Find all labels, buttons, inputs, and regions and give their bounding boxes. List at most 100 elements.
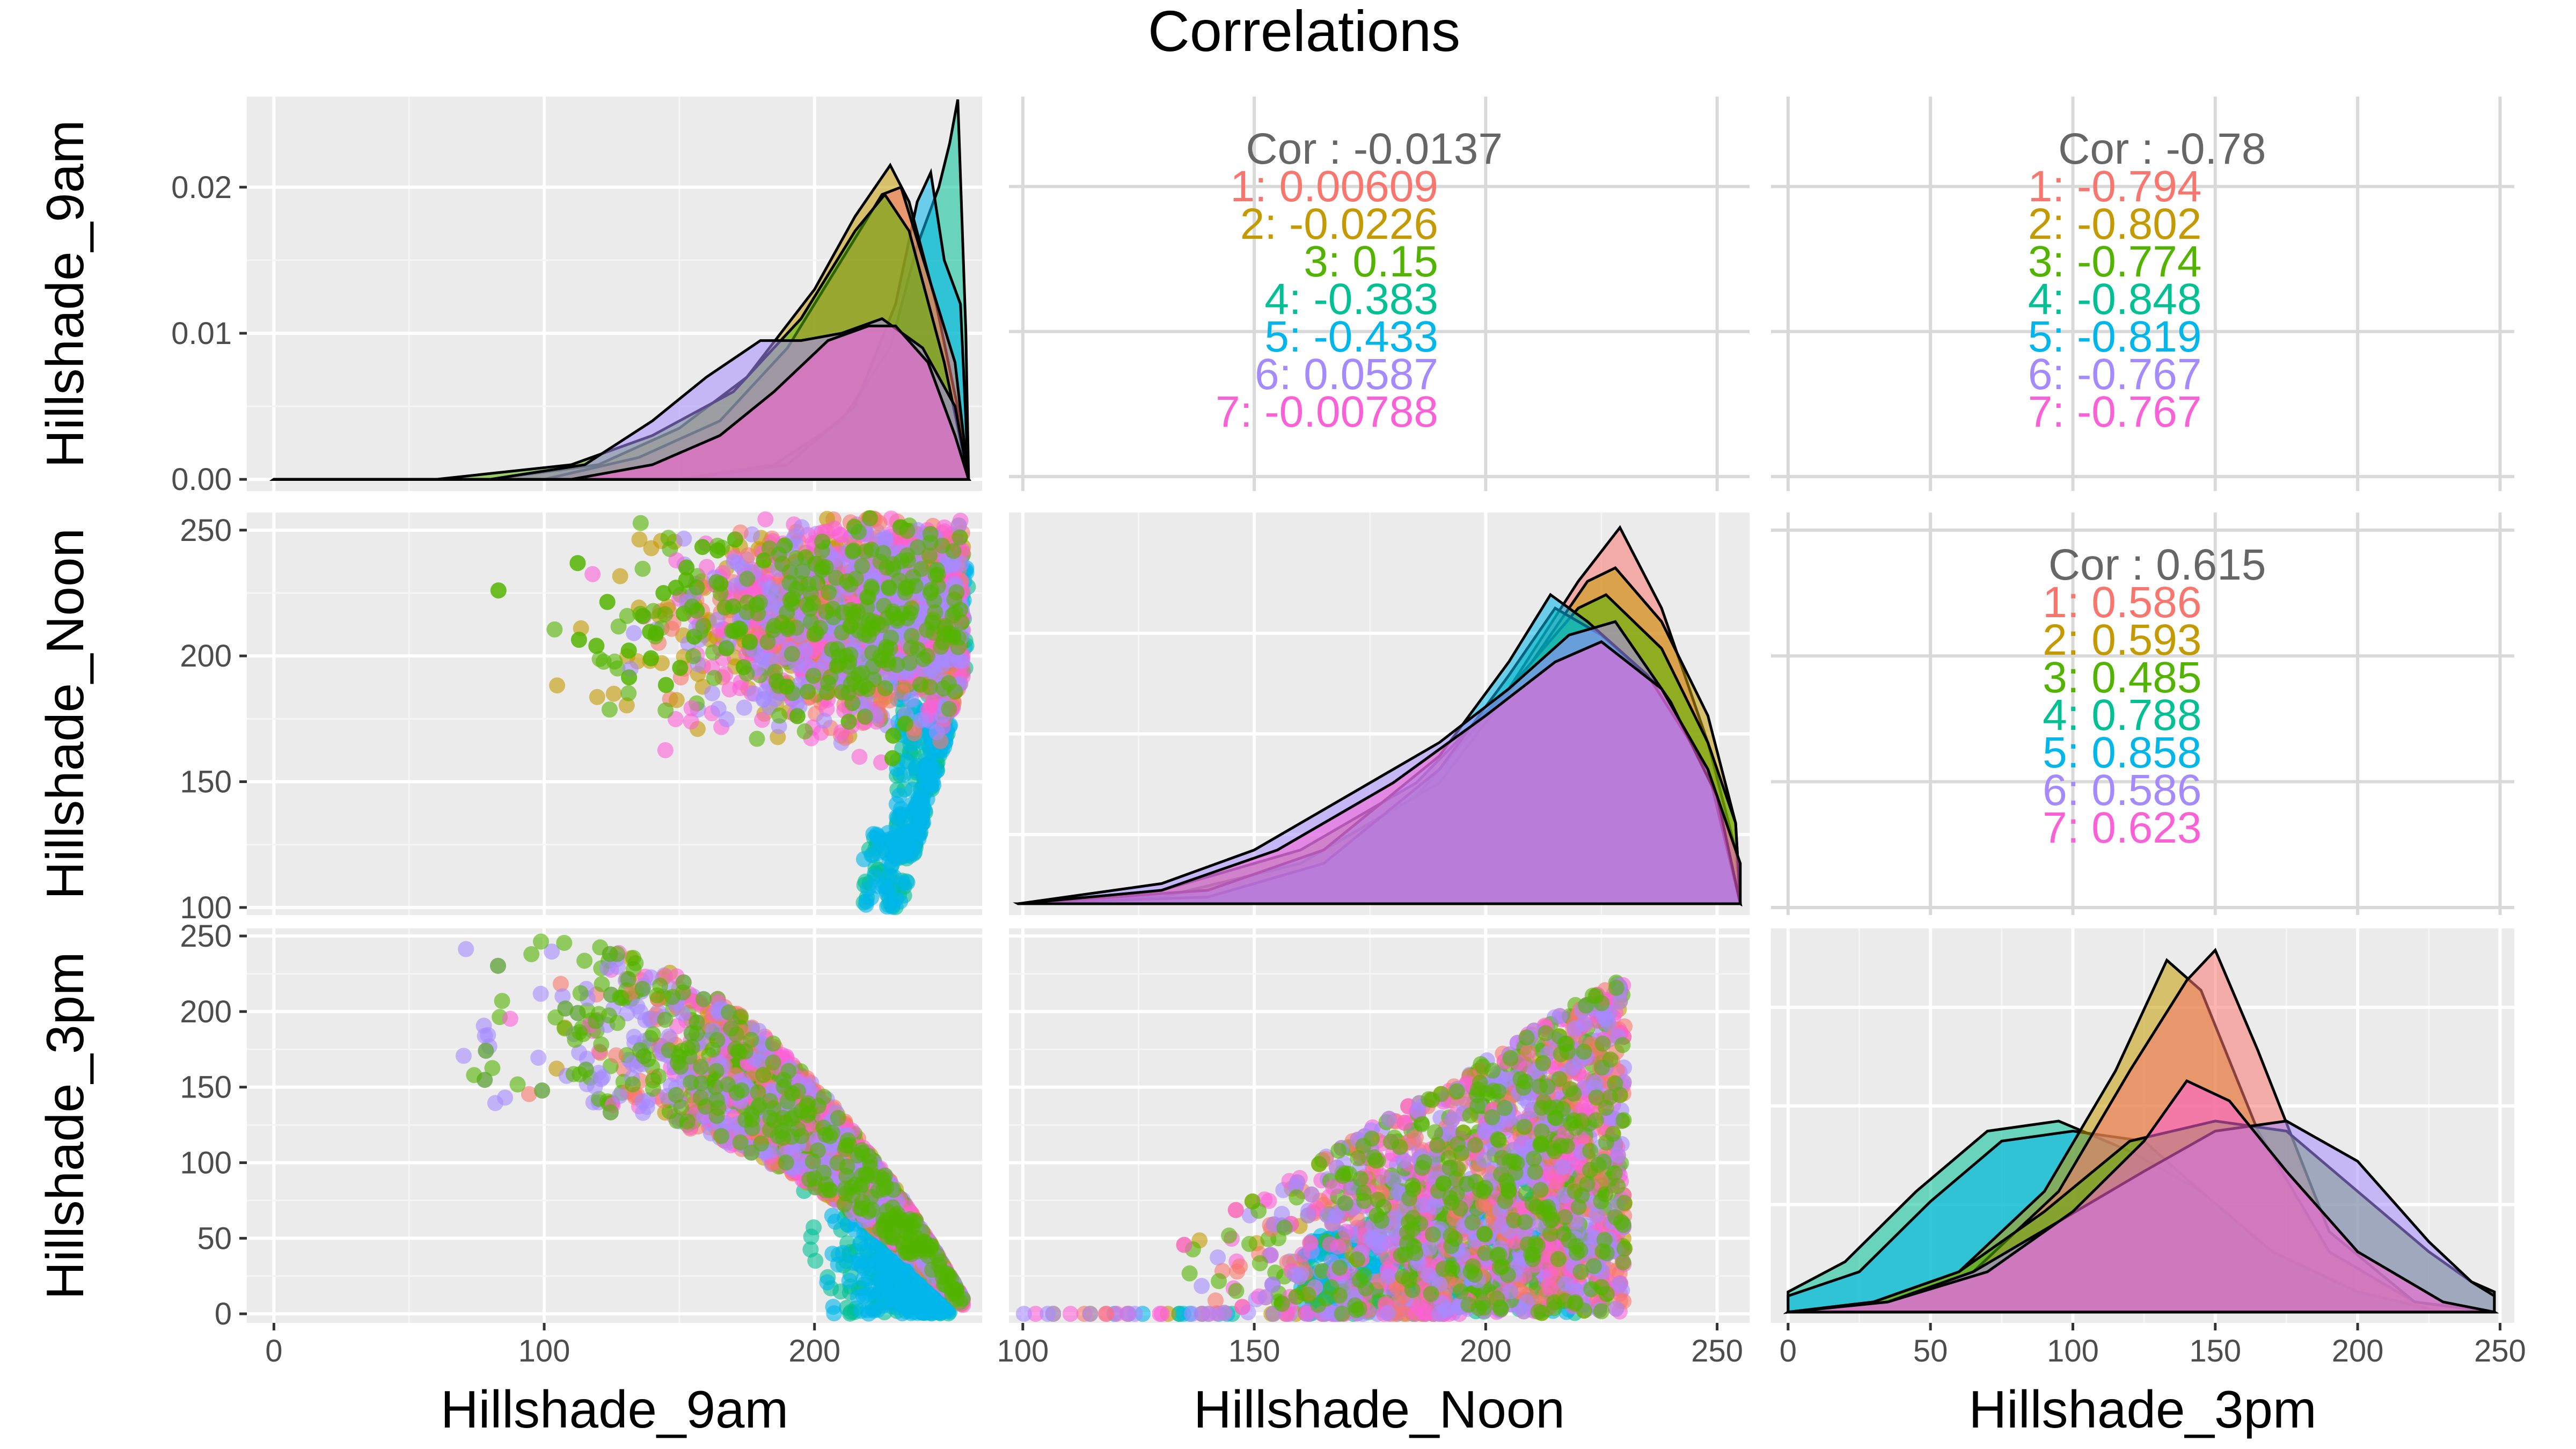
- y-tick-label: 0.02: [171, 170, 232, 205]
- point-group-3: [789, 708, 806, 724]
- point-group-3: [725, 598, 741, 615]
- point-group-3: [742, 633, 758, 650]
- point-group-5: [889, 822, 905, 839]
- point-group-3: [876, 597, 892, 614]
- point-group-6: [626, 625, 642, 641]
- point-group-3: [835, 604, 851, 621]
- point-group-6: [726, 553, 742, 570]
- point-group-3: [718, 640, 735, 656]
- point-group-3: [814, 533, 831, 550]
- point-group-4: [807, 1253, 824, 1269]
- density-curve-group-7: [269, 324, 972, 481]
- point-group-6: [676, 530, 692, 547]
- point-group-3: [769, 673, 785, 690]
- point-group-3: [620, 685, 637, 701]
- point-group-3: [897, 580, 914, 597]
- point-group-3: [771, 546, 787, 563]
- point-group-3: [800, 683, 816, 700]
- point-group-6: [704, 685, 721, 701]
- correlation-group-4: 4: -0.848: [2028, 275, 2202, 324]
- point-group-3: [851, 667, 867, 683]
- correlation-overall: Cor : -0.78: [2058, 125, 2266, 173]
- point-group-3: [685, 648, 701, 664]
- point-group-5: [915, 799, 932, 816]
- point-group-6: [816, 712, 832, 729]
- point-group-3: [864, 645, 881, 661]
- point-group-7: [851, 749, 868, 765]
- point-group-3: [686, 628, 702, 645]
- y-tick-label: 150: [180, 765, 232, 800]
- point-group-3: [620, 642, 637, 659]
- point-group-3: [952, 529, 968, 546]
- point-group-2: [668, 692, 685, 708]
- point-group-5: [856, 1240, 873, 1257]
- point-group-5: [879, 1266, 895, 1283]
- point-group-3: [546, 621, 563, 638]
- point-group-1: [608, 1047, 625, 1064]
- point-group-3: [805, 668, 822, 684]
- point-group-3: [878, 639, 895, 655]
- point-group-3: [947, 683, 963, 700]
- point-group-3: [821, 584, 837, 601]
- point-group-3: [632, 515, 649, 531]
- point-group-3: [771, 707, 788, 724]
- point-group-5: [860, 1305, 877, 1322]
- point-group-3: [735, 659, 752, 676]
- correlation-group-2: 2: -0.802: [2028, 200, 2202, 248]
- point-group-3: [634, 560, 651, 577]
- point-group-5: [892, 801, 909, 817]
- point-group-3: [840, 684, 857, 701]
- point-group-3: [874, 617, 890, 633]
- point-group-3: [569, 555, 586, 572]
- point-group-3: [739, 570, 756, 587]
- point-group-6: [903, 691, 919, 708]
- point-group-3: [490, 582, 507, 599]
- point-group-3: [657, 606, 674, 623]
- point-group-3: [850, 524, 867, 540]
- point-group-4: [803, 1228, 819, 1245]
- point-group-3: [588, 638, 605, 654]
- point-group-3: [903, 627, 920, 644]
- point-group-7: [683, 713, 699, 730]
- point-group-3: [609, 660, 626, 677]
- point-group-3: [815, 559, 831, 575]
- point-group-5: [858, 1287, 874, 1304]
- point-group-3: [599, 594, 616, 610]
- point-group-2: [631, 531, 648, 548]
- point-group-3: [889, 610, 906, 627]
- point-group-5: [835, 1245, 851, 1261]
- point-group-3: [930, 578, 946, 595]
- point-group-3: [857, 708, 873, 725]
- point-group-5: [871, 836, 888, 853]
- point-group-3: [926, 592, 942, 609]
- correlation-group-7: 7: 0.623: [2043, 803, 2201, 852]
- point-group-3: [610, 618, 627, 635]
- point-group-3: [912, 676, 928, 693]
- point-group-3: [850, 622, 867, 639]
- point-group-3: [657, 677, 674, 693]
- correlation-group-1: 1: -0.794: [2028, 162, 2202, 211]
- point-group-5: [913, 816, 930, 832]
- point-group-6: [767, 592, 784, 609]
- point-group-3: [840, 713, 857, 730]
- chart-title: Correlations: [1148, 0, 1460, 63]
- point-group-5: [826, 1305, 843, 1322]
- point-group-3: [689, 603, 705, 619]
- point-group-3: [642, 624, 658, 640]
- correlation-group-6: 6: -0.767: [2028, 350, 2202, 399]
- point-group-3: [576, 953, 593, 969]
- point-group-3: [862, 510, 879, 526]
- point-group-3: [749, 730, 765, 747]
- point-group-6: [736, 699, 752, 716]
- point-group-3: [928, 561, 945, 578]
- point-group-1: [881, 692, 898, 709]
- point-group-3: [634, 608, 651, 624]
- point-group-3: [808, 625, 825, 642]
- point-group-3: [726, 623, 742, 639]
- point-group-3: [897, 715, 913, 732]
- correlation-group-3: 3: -0.774: [2028, 237, 2202, 286]
- point-group-3: [818, 603, 835, 620]
- point-group-3: [601, 701, 618, 718]
- point-group-3: [802, 586, 819, 602]
